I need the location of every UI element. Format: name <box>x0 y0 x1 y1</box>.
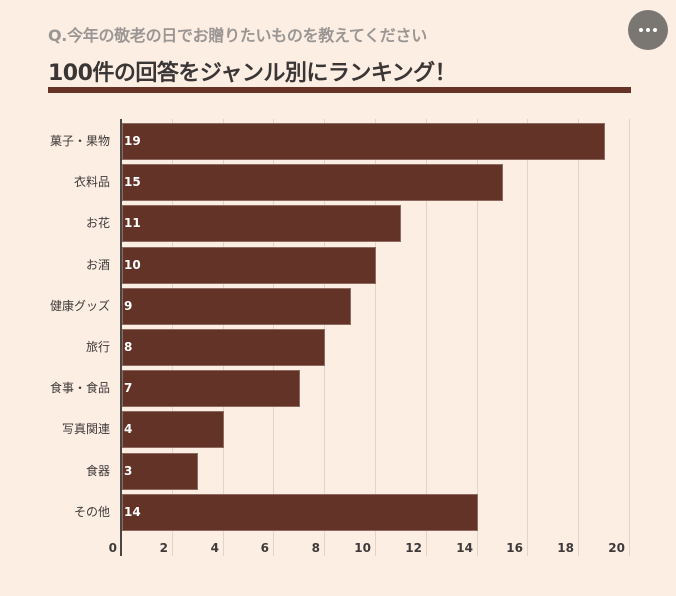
category-label: 旅行 <box>85 340 110 354</box>
bar-value-label: 19 <box>124 134 141 148</box>
chart-title: 100件の回答をジャンル別にランキング！ <box>48 61 457 86</box>
gridline <box>426 119 427 556</box>
x-tick-label: 20 <box>608 541 625 555</box>
bar-value-label: 3 <box>124 464 133 478</box>
bar[interactable] <box>122 370 300 407</box>
y-axis-line <box>120 119 122 556</box>
category-label: 衣料品 <box>73 175 110 189</box>
category-label: 菓子・果物 <box>49 134 110 148</box>
gridline <box>527 119 528 556</box>
x-tick-label: 2 <box>159 541 168 555</box>
chart-subtitle: Q.今年の敬老の日でお贈りたいものを教えてください <box>48 26 427 45</box>
bar[interactable] <box>122 123 605 160</box>
bar[interactable] <box>122 494 478 531</box>
x-tick-label: 14 <box>456 541 473 555</box>
bar[interactable] <box>122 205 401 242</box>
gridline <box>629 119 630 556</box>
bar-value-label: 10 <box>124 258 141 272</box>
category-label: 食器 <box>85 464 110 478</box>
bar[interactable] <box>122 329 325 366</box>
x-tick-label: 4 <box>210 541 219 555</box>
x-tick-label: 6 <box>260 541 269 555</box>
x-tick-label: 8 <box>311 541 320 555</box>
bar-value-label: 9 <box>124 299 133 313</box>
gridline <box>477 119 478 556</box>
category-label: 写真関連 <box>61 422 110 436</box>
more-options-button[interactable] <box>628 10 668 50</box>
more-horizontal-icon <box>639 28 657 32</box>
x-tick-label: 12 <box>405 541 422 555</box>
bar[interactable] <box>122 247 376 284</box>
category-label: お花 <box>85 216 110 230</box>
x-tick-label: 16 <box>506 541 523 555</box>
bar-value-label: 8 <box>124 340 133 354</box>
gridline <box>578 119 579 556</box>
x-tick-label: 10 <box>354 541 371 555</box>
gridline <box>375 119 376 556</box>
category-label: 健康グッズ <box>49 299 110 313</box>
bar[interactable] <box>122 164 503 201</box>
category-label: お酒 <box>85 258 110 272</box>
x-tick-label: 18 <box>557 541 574 555</box>
category-label: その他 <box>73 505 110 519</box>
x-tick-label: 0 <box>108 541 117 555</box>
bar[interactable] <box>122 411 224 448</box>
title-divider <box>48 87 631 93</box>
bar-value-label: 4 <box>124 422 133 436</box>
bar-value-label: 7 <box>124 381 133 395</box>
bar[interactable] <box>122 453 198 490</box>
category-label: 食事・食品 <box>49 381 110 395</box>
bar-value-label: 15 <box>124 175 141 189</box>
bar-value-label: 14 <box>124 505 141 519</box>
bar-value-label: 11 <box>124 216 141 230</box>
bar[interactable] <box>122 288 351 325</box>
